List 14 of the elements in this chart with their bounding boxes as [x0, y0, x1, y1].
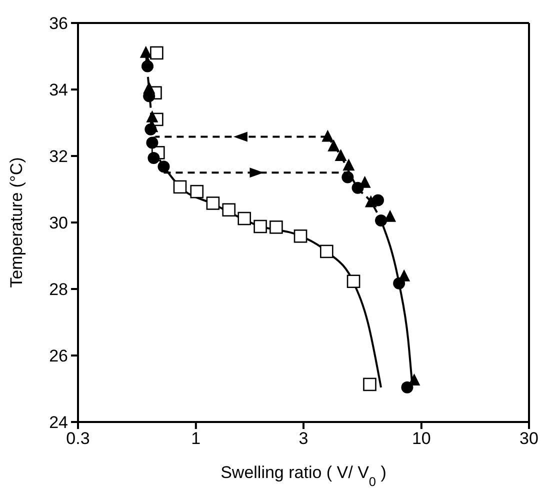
x-tick-label: 30	[520, 429, 538, 448]
x-axis-title: Swelling ratio ( V/ V$_{0}$)	[220, 463, 386, 488]
x-tick-label: 0.3	[66, 429, 90, 448]
y-axis-title: Temperature (°C)	[7, 157, 26, 288]
y-tick-label: 34	[49, 80, 68, 100]
x-tick-label: 1	[191, 429, 201, 448]
y-tick-label: 24	[49, 413, 68, 432]
x-tick-label: 3	[298, 429, 308, 448]
y-tick-label: 36	[49, 14, 68, 34]
x-tick-label: 10	[412, 429, 431, 448]
y-tick-label: 32	[49, 147, 68, 166]
y-tick-label: 30	[49, 214, 68, 233]
y-tick-label: 28	[49, 280, 68, 300]
y-tick-label: 26	[49, 346, 68, 366]
